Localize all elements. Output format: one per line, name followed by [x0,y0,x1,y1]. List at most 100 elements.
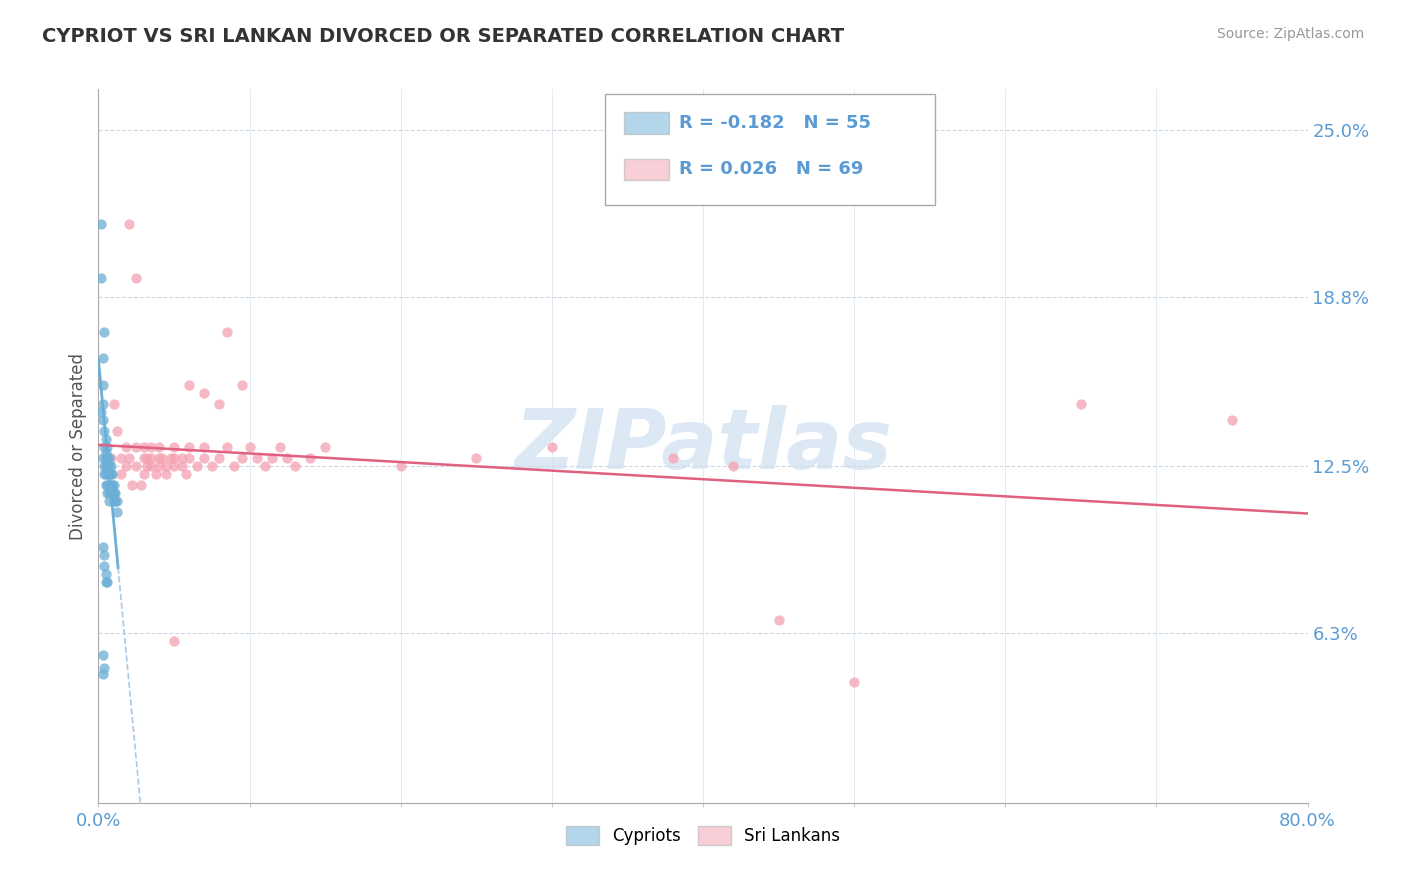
Legend: Cypriots, Sri Lankans: Cypriots, Sri Lankans [560,819,846,852]
Point [179,441,201,455]
Point [94,446,117,460]
Point [163,451,186,466]
Point [104,494,127,508]
Point [150,451,173,466]
Point [276,451,298,466]
Point [105,505,128,519]
Point [170,459,193,474]
Point [314,441,336,455]
Point [93,424,115,438]
Point [90,217,112,231]
Point [98,486,121,500]
Point [100,459,122,474]
Point [104,486,127,500]
Point [114,459,136,474]
Point [91,451,114,466]
Point [103,397,125,411]
Point [98,467,121,482]
Point [91,397,114,411]
Point [100,467,122,482]
Point [231,451,253,466]
Point [96,478,118,492]
Point [1220,413,1243,427]
Y-axis label: Divorced or Separated: Divorced or Separated [69,352,87,540]
Point [132,467,155,482]
Point [94,478,117,492]
Point [96,574,118,589]
Point [101,478,124,492]
Point [193,386,215,401]
Point [163,441,186,455]
Point [148,459,170,474]
Point [96,451,118,466]
Point [155,467,177,482]
Point [94,451,117,466]
Point [96,467,118,482]
Point [299,451,322,466]
Point [284,459,307,474]
Point [215,441,238,455]
Point [98,494,121,508]
Point [215,325,238,339]
Point [110,451,132,466]
Point [540,441,562,455]
Point [246,451,269,466]
Point [100,486,122,500]
Point [186,459,208,474]
Point [90,405,112,419]
Point [110,467,132,482]
Point [103,486,125,500]
Point [163,459,186,474]
Text: R = 0.026   N = 69: R = 0.026 N = 69 [679,161,863,178]
Point [193,451,215,466]
Point [844,674,866,689]
Point [91,540,114,554]
Point [91,351,114,366]
Point [141,441,163,455]
Point [94,459,117,474]
Point [1070,397,1092,411]
Point [125,441,148,455]
Point [125,459,148,474]
Point [91,666,114,681]
Point [135,459,157,474]
Point [179,451,201,466]
Point [93,467,115,482]
Point [98,451,121,466]
Point [114,441,136,455]
Point [661,451,683,466]
Point [465,451,488,466]
Point [94,566,117,581]
Point [239,441,262,455]
Point [93,661,115,675]
Point [93,548,115,562]
Point [179,378,201,392]
Point [103,494,125,508]
Point [132,451,155,466]
Point [141,459,163,474]
Point [118,217,141,231]
Point [96,441,118,455]
Point [208,451,231,466]
Point [98,478,121,492]
Point [105,424,128,438]
Point [96,486,118,500]
Point [121,478,143,492]
Point [94,432,117,446]
Point [101,486,124,500]
Point [91,378,114,392]
Point [253,459,276,474]
Text: R = -0.182   N = 55: R = -0.182 N = 55 [679,114,872,132]
Point [163,634,186,648]
Point [269,441,291,455]
Point [262,451,284,466]
Point [768,613,790,627]
Point [103,478,125,492]
Point [91,413,114,427]
Text: ZIPatlas: ZIPatlas [515,406,891,486]
Point [94,467,117,482]
Text: Source: ZipAtlas.com: Source: ZipAtlas.com [1216,27,1364,41]
Point [118,451,141,466]
Point [155,459,177,474]
Point [96,459,118,474]
